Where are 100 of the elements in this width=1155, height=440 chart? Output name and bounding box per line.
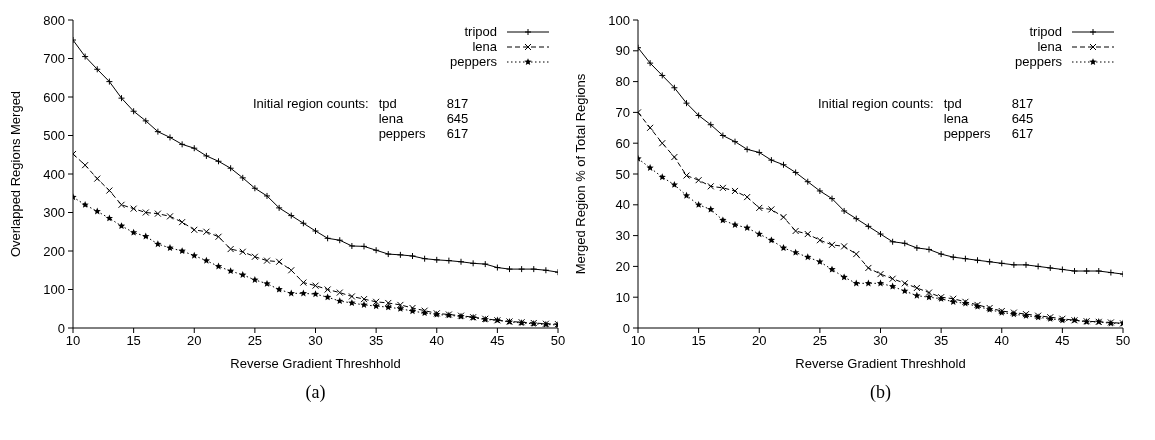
point bbox=[481, 260, 489, 268]
point bbox=[816, 187, 824, 195]
point bbox=[324, 234, 332, 242]
point bbox=[348, 292, 356, 300]
point bbox=[646, 164, 654, 171]
point bbox=[719, 216, 727, 224]
point bbox=[646, 124, 654, 132]
point bbox=[93, 65, 101, 73]
point bbox=[93, 207, 101, 215]
point bbox=[372, 302, 380, 310]
point bbox=[901, 287, 909, 295]
point bbox=[658, 173, 666, 181]
point bbox=[81, 201, 89, 208]
y-tick-label: 0 bbox=[57, 320, 65, 336]
point bbox=[251, 276, 259, 283]
y-tick-label: 0 bbox=[622, 320, 630, 336]
point bbox=[804, 230, 812, 238]
point bbox=[105, 187, 113, 195]
point bbox=[445, 257, 453, 265]
point bbox=[518, 265, 526, 273]
point bbox=[767, 156, 775, 164]
point bbox=[683, 99, 690, 107]
point bbox=[202, 256, 210, 264]
point bbox=[348, 242, 356, 250]
point bbox=[348, 299, 356, 307]
point bbox=[913, 291, 921, 299]
point bbox=[913, 284, 921, 292]
point bbox=[457, 258, 465, 266]
point bbox=[804, 178, 812, 186]
legend-label: peppers bbox=[1015, 54, 1062, 69]
point bbox=[852, 215, 860, 223]
point bbox=[275, 285, 283, 293]
point bbox=[743, 145, 751, 153]
x-tick-label: 10 bbox=[65, 333, 81, 349]
point bbox=[384, 250, 392, 258]
point bbox=[695, 201, 703, 208]
point bbox=[227, 164, 235, 172]
point bbox=[658, 71, 666, 79]
point bbox=[263, 257, 271, 265]
point bbox=[130, 205, 138, 213]
point bbox=[792, 227, 800, 235]
point bbox=[469, 259, 477, 267]
point bbox=[925, 289, 933, 297]
point bbox=[81, 161, 89, 169]
point bbox=[154, 128, 162, 136]
y-tick-label: 90 bbox=[615, 43, 630, 59]
y-axis-title: Overlapped Regions Merged bbox=[7, 90, 23, 258]
point bbox=[707, 121, 715, 129]
legend-label: tripod bbox=[464, 24, 497, 39]
point bbox=[1095, 267, 1103, 275]
point bbox=[360, 295, 368, 303]
y-tick-label: 300 bbox=[43, 205, 65, 221]
point bbox=[828, 241, 836, 249]
point bbox=[986, 258, 994, 266]
x-tick-label: 35 bbox=[933, 333, 949, 349]
x-tick-label: 45 bbox=[1055, 333, 1070, 349]
point bbox=[852, 250, 860, 258]
point bbox=[1022, 261, 1030, 269]
point bbox=[263, 279, 271, 287]
point bbox=[646, 59, 654, 67]
point bbox=[202, 152, 210, 160]
point bbox=[1046, 264, 1054, 272]
point bbox=[251, 184, 259, 192]
point bbox=[384, 303, 392, 311]
point bbox=[670, 153, 678, 161]
point bbox=[719, 132, 727, 139]
point bbox=[360, 242, 368, 250]
point bbox=[142, 209, 150, 216]
point bbox=[707, 205, 715, 213]
point bbox=[852, 279, 860, 287]
annotation: lena bbox=[943, 111, 970, 126]
point bbox=[731, 221, 739, 228]
annotation: tpd bbox=[943, 96, 963, 111]
point bbox=[1034, 262, 1042, 270]
y-tick-label: 70 bbox=[615, 105, 630, 121]
point bbox=[670, 84, 678, 92]
point bbox=[154, 210, 162, 218]
point bbox=[780, 213, 787, 221]
annotation: tpd bbox=[378, 96, 398, 111]
y-tick-label: 800 bbox=[43, 12, 65, 28]
point bbox=[949, 253, 957, 261]
annotation: peppers bbox=[378, 126, 427, 141]
point bbox=[142, 232, 150, 240]
point bbox=[542, 266, 550, 274]
point bbox=[731, 138, 739, 146]
point bbox=[864, 222, 872, 230]
point bbox=[828, 265, 836, 273]
point bbox=[695, 176, 703, 184]
point bbox=[1083, 267, 1091, 275]
point bbox=[1071, 267, 1078, 275]
x-tick-label: 15 bbox=[691, 333, 706, 349]
legend-label: tripod bbox=[1029, 24, 1062, 39]
point bbox=[901, 239, 909, 247]
annotation: Initial region counts: bbox=[253, 96, 369, 113]
point bbox=[190, 144, 198, 152]
x-tick-label: 50 bbox=[550, 333, 566, 349]
point bbox=[166, 133, 174, 141]
y-tick-label: 10 bbox=[615, 289, 630, 305]
point bbox=[961, 255, 969, 263]
point bbox=[755, 148, 763, 156]
